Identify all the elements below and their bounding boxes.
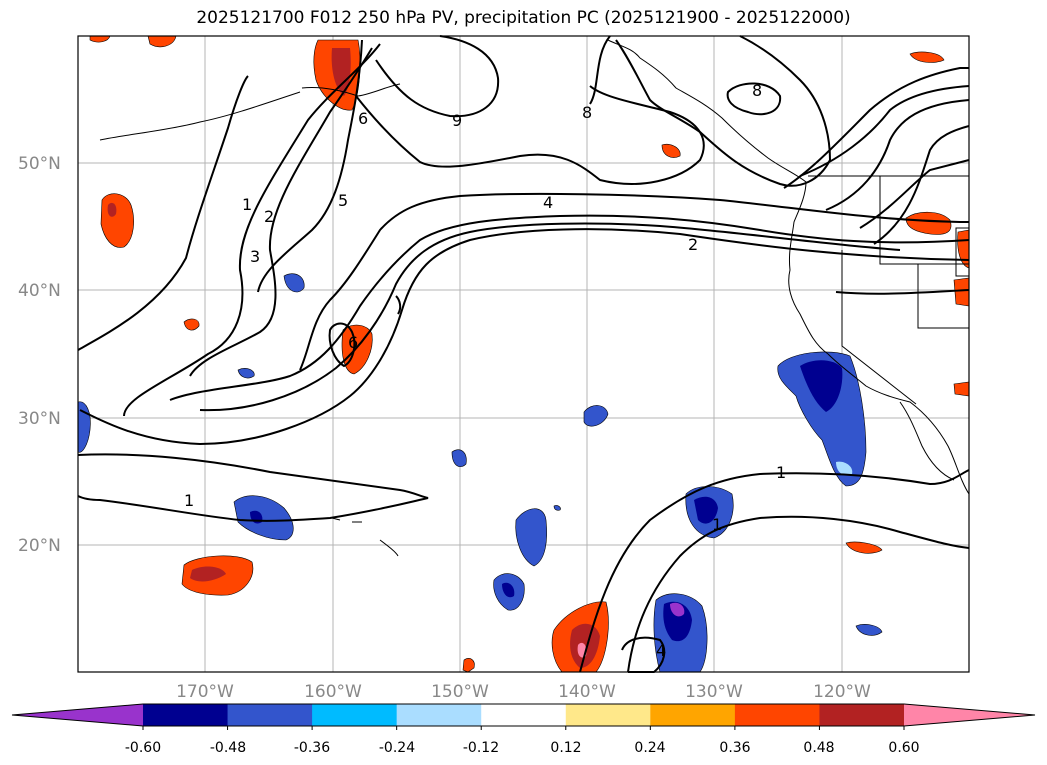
pv-label: 9: [452, 111, 462, 130]
pv-contour-labels: 1 2 3 4 5 6 8 9 1 1 2 4 6 8 1: [184, 81, 786, 660]
colorbar-tick-label: -0.48: [210, 740, 246, 756]
lon-label: 160°W: [304, 682, 362, 702]
colorbar-segment: [734, 704, 820, 726]
colorbar-segment: [312, 704, 398, 726]
pv-label: 1: [184, 491, 194, 510]
colorbar-tick-label: 0.24: [634, 740, 665, 756]
colorbar-segment: [650, 704, 736, 726]
colorbar-segment: [396, 704, 482, 726]
colorbar-tick-label: 0.48: [803, 740, 834, 756]
lon-label: 170°W: [176, 682, 234, 702]
lon-label: 130°W: [685, 682, 743, 702]
colorbar-extend-max: [904, 704, 1035, 726]
colorbar-labels: -0.60 -0.48 -0.36 -0.24 -0.12 0.12 0.24 …: [125, 740, 920, 756]
colorbar-tick-label: -0.36: [294, 740, 330, 756]
colorbar-tick-label: -0.12: [463, 740, 499, 756]
pv-label: 6: [348, 333, 358, 352]
pv-label: 3: [250, 247, 260, 266]
pv-label: 6: [358, 109, 368, 128]
pv-contours: [77, 35, 970, 673]
colorbar-tick-label: 0.36: [719, 740, 750, 756]
pv-label: 8: [752, 81, 762, 100]
colorbar-tick-label: 0.12: [550, 740, 581, 756]
lat-label: 50°N: [18, 154, 61, 174]
pv-label: 5: [338, 191, 348, 210]
lon-label: 120°W: [813, 682, 871, 702]
colorbar-tick-label: -0.60: [125, 740, 161, 756]
pv-label: 4: [656, 641, 666, 660]
colorbar: [11, 703, 1036, 730]
lon-label: 150°W: [431, 682, 489, 702]
pv-label: 2: [264, 207, 274, 226]
pv-label: 2: [688, 235, 698, 254]
lat-label: 40°N: [18, 281, 61, 301]
pv-label: 4: [543, 193, 553, 212]
lat-label: 30°N: [18, 409, 61, 429]
coastlines: [99, 39, 970, 557]
colorbar-segment: [143, 704, 229, 726]
latitude-labels: 50°N 40°N 30°N 20°N: [18, 154, 61, 556]
colorbar-segment: [565, 704, 651, 726]
colorbar-segment: [819, 704, 905, 726]
colorbar-tick-label: -0.24: [379, 740, 415, 756]
pv-label: 1: [242, 195, 252, 214]
lon-label: 140°W: [558, 682, 616, 702]
colorbar-extend-min: [12, 704, 143, 726]
pv-label: 1: [712, 515, 722, 534]
colorbar-tick-label: 0.60: [888, 740, 919, 756]
longitude-labels: 170°W 160°W 150°W 140°W 130°W 120°W: [176, 682, 871, 702]
lat-label: 20°N: [18, 536, 61, 556]
map-frame: [77, 35, 970, 673]
colorbar-segment: [227, 704, 313, 726]
pv-label: 8: [582, 103, 592, 122]
colorbar-segment: [481, 704, 567, 726]
pv-label: 1: [776, 463, 786, 482]
map-title: 2025121700 F012 250 hPa PV, precipitatio…: [196, 8, 851, 28]
